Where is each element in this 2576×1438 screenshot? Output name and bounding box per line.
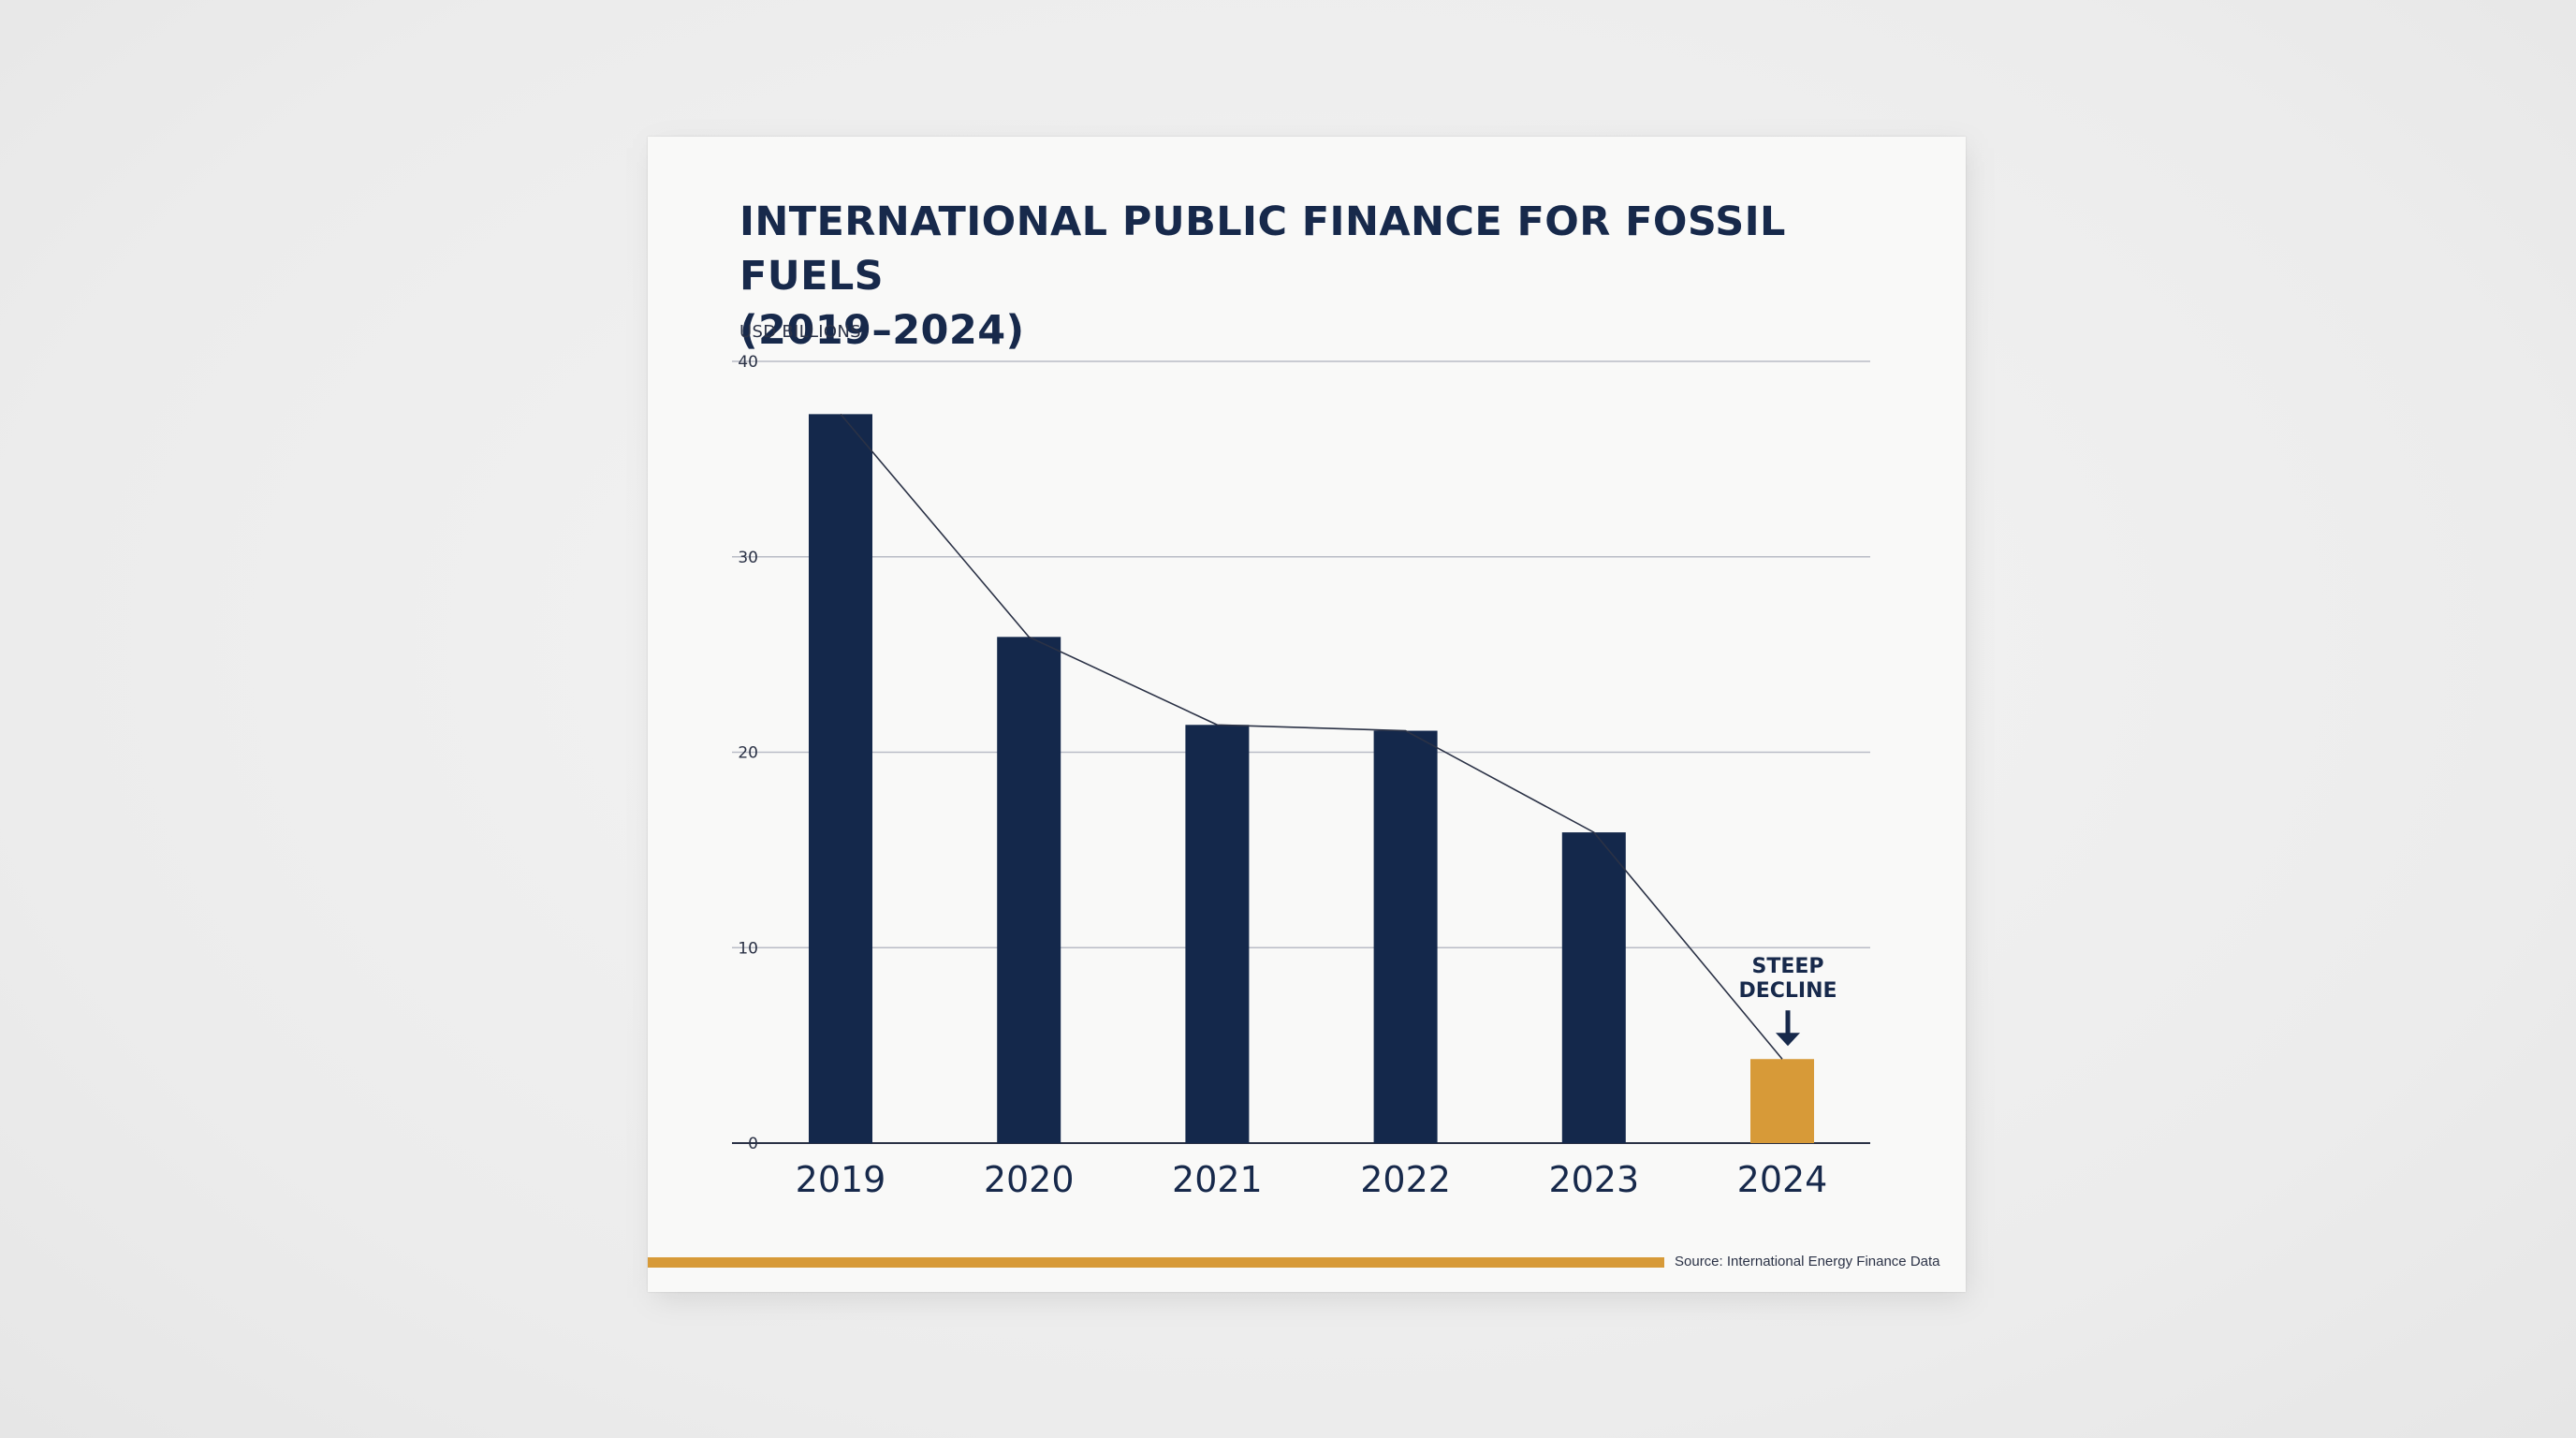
y-tick-label: 20 bbox=[738, 744, 758, 763]
y-tick-label: 10 bbox=[738, 939, 758, 958]
y-tick-labels: 0 10 20 30 40 bbox=[738, 353, 758, 1153]
bar-chart: 0 10 20 30 40 2019 2020 2021 2022 2023 2024 STEEP… bbox=[732, 353, 1870, 1200]
x-tick-label: 2019 bbox=[796, 1159, 886, 1200]
y-tick-label: 30 bbox=[738, 549, 758, 567]
bar bbox=[1373, 730, 1438, 1143]
trend-line-group bbox=[840, 413, 1783, 1060]
bar bbox=[1561, 832, 1626, 1143]
bars bbox=[809, 414, 1814, 1143]
bar bbox=[1185, 725, 1250, 1143]
chart-title: INTERNATIONAL PUBLIC FINANCE FOR FOSSIL … bbox=[739, 195, 1863, 358]
annotation-label: DECLINE bbox=[1738, 979, 1837, 1003]
chart-title-line: INTERNATIONAL PUBLIC FINANCE FOR FOSSIL … bbox=[739, 198, 1786, 300]
bar bbox=[997, 637, 1061, 1143]
annotation-arrow-head bbox=[1776, 1033, 1800, 1047]
x-tick-labels: 2019 2020 2021 2022 2023 2024 bbox=[796, 1159, 1828, 1200]
accent-strip bbox=[648, 1257, 1664, 1268]
source-note: Source: International Energy Finance Dat… bbox=[1675, 1254, 1940, 1269]
annotation-label: STEEP bbox=[1751, 955, 1823, 978]
y-tick-label: 40 bbox=[738, 353, 758, 372]
y-axis-unit-label: USD BILLIONS bbox=[739, 322, 861, 342]
bar-highlight bbox=[1750, 1059, 1814, 1143]
x-tick-label: 2022 bbox=[1360, 1159, 1451, 1200]
gridlines bbox=[732, 360, 1870, 1144]
bar bbox=[809, 414, 872, 1143]
trend-line bbox=[840, 413, 1783, 1060]
x-tick-label: 2023 bbox=[1548, 1159, 1639, 1200]
x-tick-label: 2020 bbox=[984, 1159, 1075, 1200]
x-tick-label: 2024 bbox=[1737, 1159, 1828, 1200]
chart-title-line: (2019–2024) bbox=[739, 307, 1025, 354]
report-page: INTERNATIONAL PUBLIC FINANCE FOR FOSSIL … bbox=[648, 137, 1966, 1292]
y-tick-label: 0 bbox=[748, 1135, 758, 1153]
x-tick-label: 2021 bbox=[1172, 1159, 1263, 1200]
